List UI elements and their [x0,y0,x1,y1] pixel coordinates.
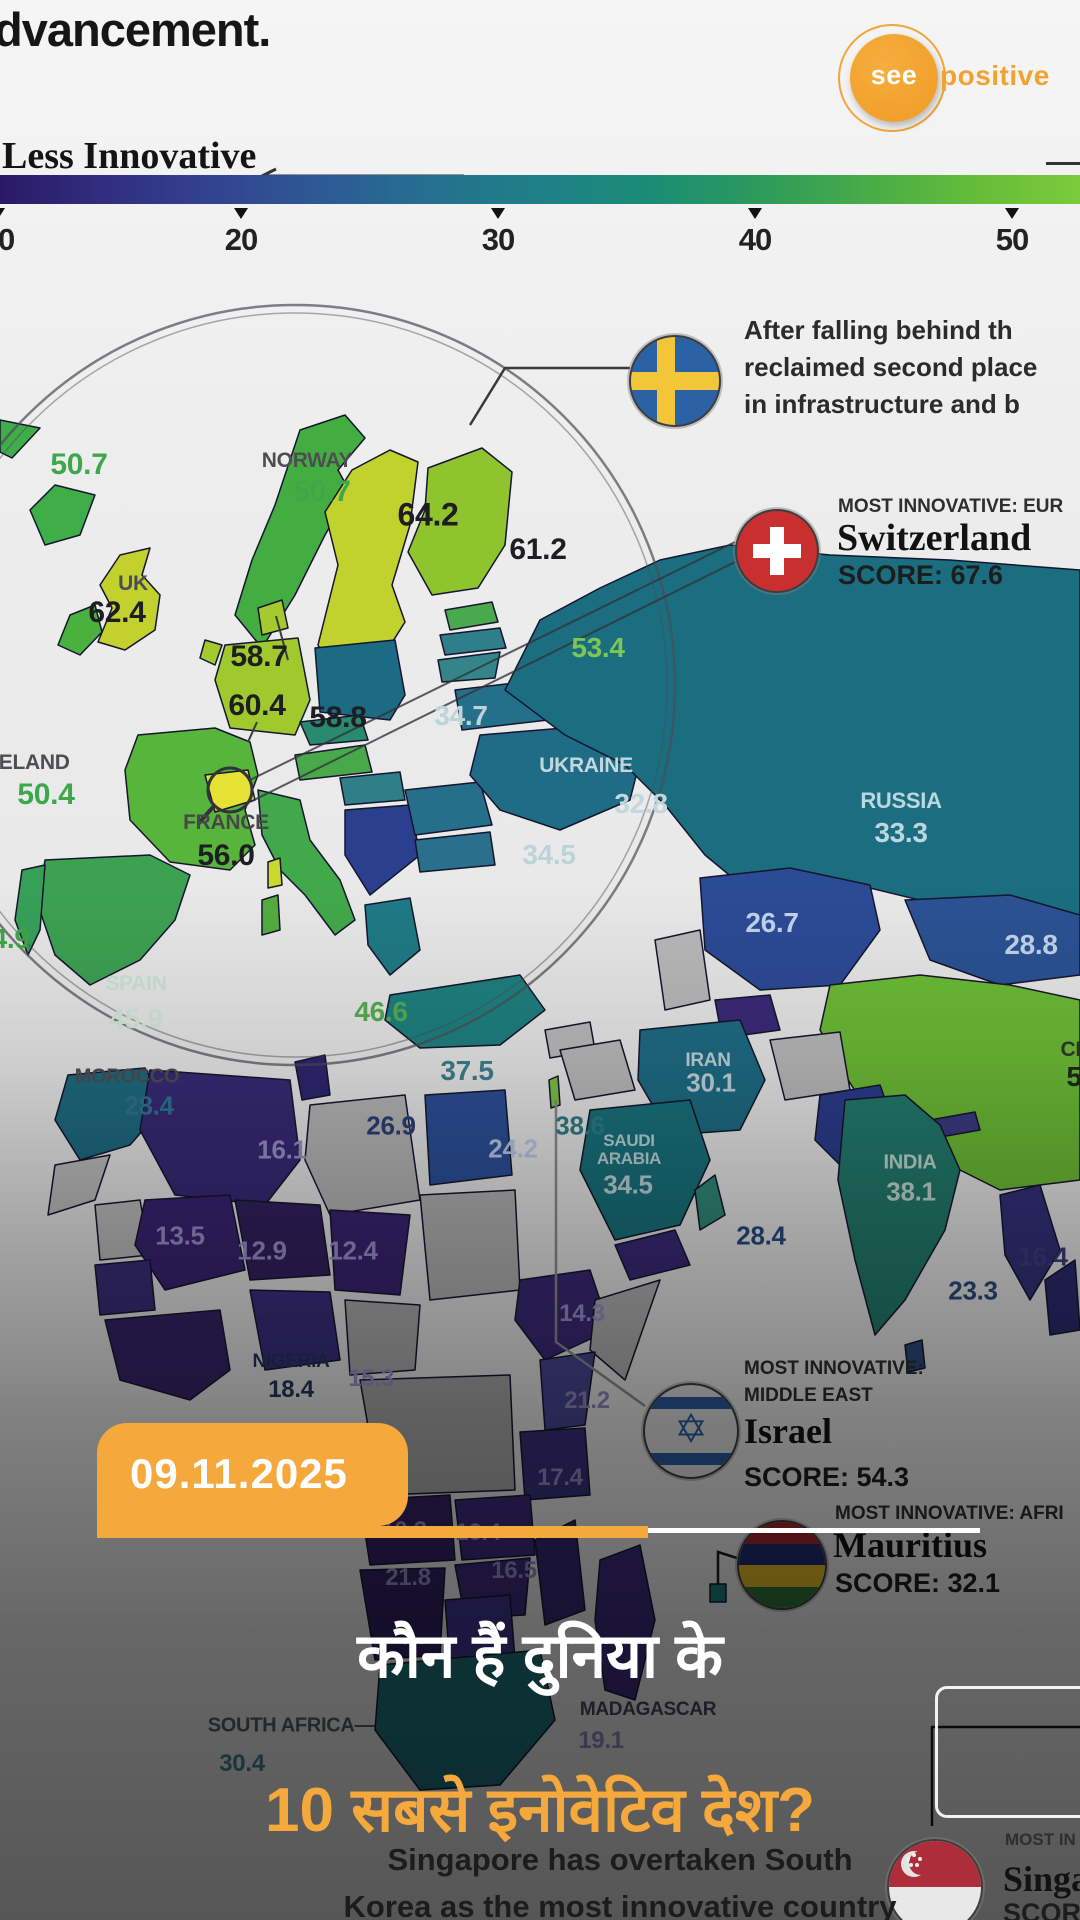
singapore-score: SCOR [1003,1898,1080,1920]
country-score-label: 26.9 [366,1110,416,1141]
singapore-flag-icon [887,1839,983,1920]
country-score-label: 28.4 [736,1220,786,1251]
country-score-label: 28.4 [124,1090,174,1121]
country-score-label: 34.5 [603,1169,653,1200]
country-score-label: 23.3 [948,1275,998,1306]
hindi-question-line1: कौन हैं दुनिया के [357,1622,723,1691]
country-score-label: SPAIN [105,972,167,995]
country-score-label: 56.0 [197,839,255,872]
country-score-label: 16.4 [1018,1241,1068,1272]
country-score-label: 62.4 [88,596,146,629]
switzerland-title: Switzerland [837,517,1032,559]
country-score-label: NIGERIA [252,1351,330,1372]
date-badge [97,1423,408,1526]
country-score-label: 16.5 [491,1557,537,1584]
country-score-label: CHINA [1060,1038,1080,1061]
country-score-label: 32.8 [614,788,668,819]
country-score-label: 38.1 [886,1176,936,1207]
inset-box-border [935,1686,1080,1818]
israel-score: SCORE: 54.3 [744,1462,910,1492]
divider-line [648,1528,980,1533]
singapore-title: Singa [1003,1859,1080,1899]
country-score-label: SOUTH AFRICA— [207,1714,375,1737]
country-score-label: 33.3 [874,817,928,848]
country-score-label: 15.3 [348,1365,394,1392]
country-score-label: MADAGASCAR [579,1699,717,1720]
country-score-label: 60.4 [228,689,286,722]
country-score-label: 26.7 [745,907,799,938]
country-score-label: 53.4 [571,632,625,663]
country-score-label: 21.8 [385,1564,431,1591]
switzerland-score: SCORE: 67.6 [838,560,1004,590]
country-score-label: 55.5 [1066,1061,1080,1092]
country-score-label: ARABIA [596,1149,662,1168]
country-score-label: 28.8 [1004,929,1058,960]
country-score-label: FRANCE [183,811,269,834]
country-score-label: 17.4 [537,1464,583,1491]
country-score-label: 58.8 [309,701,367,734]
country-score-label: 21.2 [564,1387,610,1414]
country-score-label: 45.9 [109,1003,163,1034]
country-score-label: IRELAND [0,751,70,774]
country-score-label: INDIA [883,1151,937,1174]
israel-kicker-line2: MIDDLE EAST [744,1385,873,1406]
country-score-label: 14.3 [559,1300,605,1327]
country-score-label: 12.9 [237,1235,287,1266]
singapore-kicker: MOST IN [1005,1830,1076,1849]
country-score-label: 64.2 [397,496,459,533]
country-score-label: 13.5 [155,1220,205,1251]
country-score-label: 50.4 [17,778,75,811]
country-score-label: 46.6 [354,996,408,1027]
country-score-label: 50.7 [50,448,108,481]
star-of-david-icon: ✡ [674,1407,708,1452]
israel-title: Israel [744,1411,832,1451]
country-score-label: 38.6 [555,1110,605,1141]
switzerland-kicker: MOST INNOVATIVE: EUR [838,496,1064,517]
country-score-label: 34.7 [434,700,488,731]
country-score-label: 30.1 [686,1067,736,1098]
switzerland-flag-icon [735,509,819,593]
country-score-label: 58.7 [230,640,288,673]
country-score-label: 34.5 [522,839,576,870]
mauritius-flag-icon [737,1520,827,1610]
country-score-label: 37.5 [440,1055,494,1086]
israel-flag-icon: ✡ [643,1383,739,1479]
country-score-label: 12.4 [328,1235,378,1266]
country-score-label: 19.1 [578,1727,624,1754]
mauritius-kicker: MOST INNOVATIVE: AFRI [835,1503,1064,1524]
country-score-label: 50.7 [293,475,351,508]
country-score-label: 18.4 [268,1376,314,1403]
country-score-label: 61.2 [509,533,567,566]
date-text: 09.11.2025 [130,1450,348,1497]
accent-bar [97,1526,648,1538]
country-score-label: 44.9 [0,923,30,954]
country-score-label: RUSSIA [860,788,942,813]
footer-paragraph: Singapore has overtaken South Korea as th… [343,1842,897,1920]
country-score-label: MOROCCO [74,1065,180,1088]
country-score-label: 16.1 [257,1134,307,1165]
country-score-label: 24.2 [488,1133,538,1164]
country-score-label: UK [118,572,148,595]
mauritius-score: SCORE: 32.1 [835,1568,1001,1598]
hindi-question-line2: 10 सबसे इनोवेटिव देश? [265,1776,815,1845]
country-score-label: SAUDI [603,1131,655,1150]
israel-kicker-line1: MOST INNOVATIVE: [744,1358,924,1379]
country-score-label: NORWAY [261,449,353,472]
sweden-flag-icon [629,335,721,427]
country-score-label: UKRAINE [539,754,633,777]
sweden-note: After falling behind th reclaimed second … [744,315,1038,419]
